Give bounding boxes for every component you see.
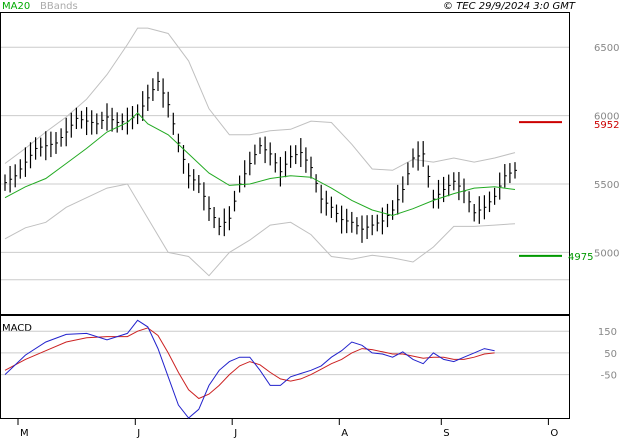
bband-upper-line (4, 27, 516, 171)
macd-axis-ticks: 150 50 -50 (598, 327, 617, 381)
month-label: A (341, 428, 348, 439)
level-markers: 5952 4975 (519, 120, 619, 263)
bbands-label: BBands (40, 1, 78, 12)
macd-tick-label: 50 (604, 349, 617, 360)
month-label: J (233, 428, 237, 439)
macd-tick-label: -50 (601, 371, 617, 382)
ma20-label: MA20 (2, 1, 30, 12)
month-label: O (550, 428, 558, 439)
macd-series (4, 319, 495, 419)
support-level-label: 4975 (568, 252, 593, 263)
month-label: M (20, 428, 29, 439)
month-label: S (443, 428, 449, 439)
macd-panel-frame (0, 315, 570, 419)
copyright-text: © TEC 29/9/2024 3:0 GMT (443, 1, 576, 12)
macd-signal-line (4, 327, 495, 400)
bollinger-bands (4, 27, 516, 277)
bband-lower-line (4, 183, 516, 277)
month-label: J (136, 428, 140, 439)
price-tick-label: 6500 (594, 43, 619, 54)
ma20-line (4, 112, 516, 217)
price-tick-label: 6000 (594, 112, 619, 123)
macd-label: MACD (2, 323, 32, 334)
macd-tick-label: 150 (598, 327, 617, 338)
macd-line (4, 319, 495, 419)
price-panel-frame (0, 12, 570, 315)
price-axis-ticks: 6500 6000 5500 5000 (594, 43, 619, 259)
price-tick-label: 5500 (594, 180, 619, 191)
resistance-level-label: 5952 (594, 120, 619, 131)
ma20-series (4, 112, 516, 217)
price-tick-label: 5000 (594, 248, 619, 259)
price-gridlines (1, 46, 569, 281)
price-bars (4, 71, 517, 243)
